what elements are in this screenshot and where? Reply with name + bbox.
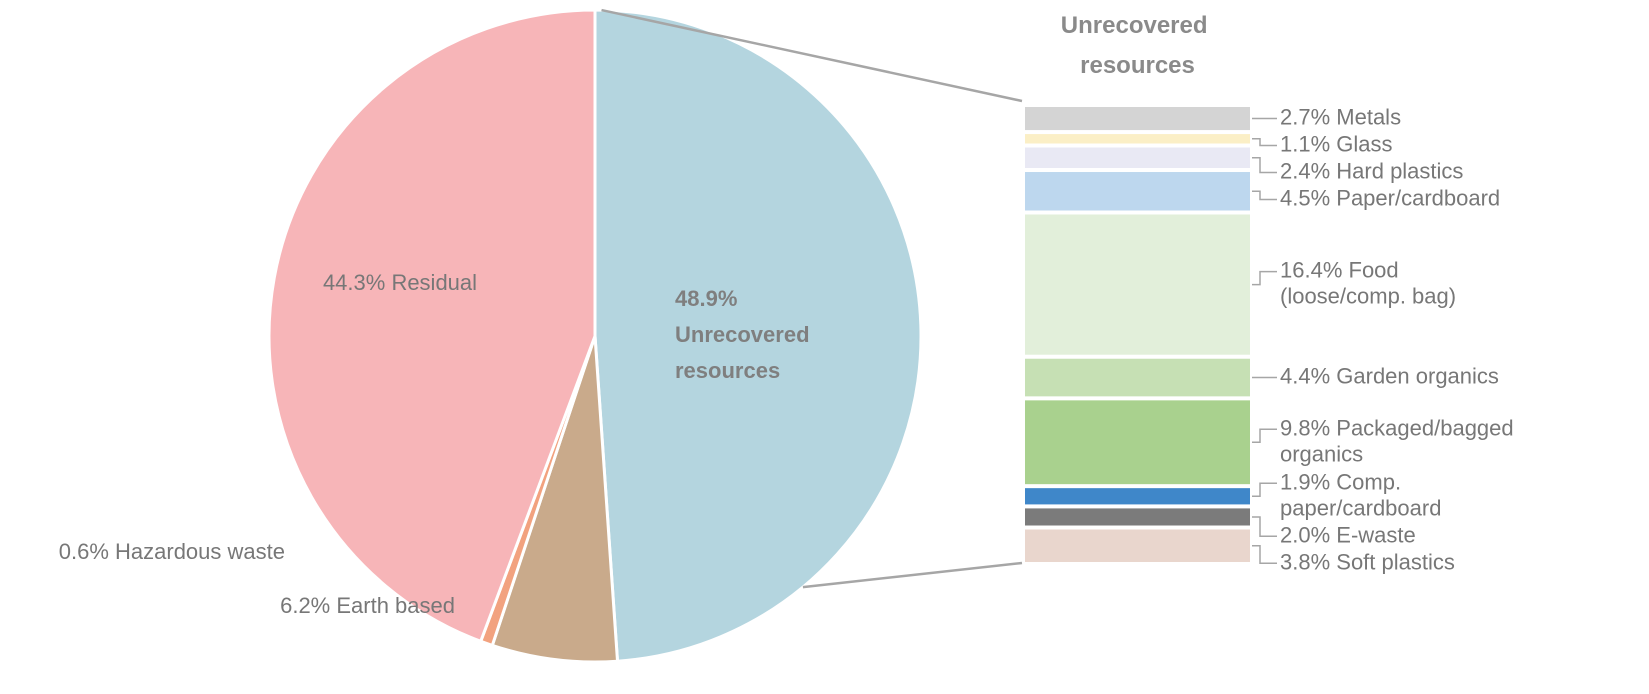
segment-label: 4.5% Paper/cardboard — [1280, 185, 1500, 210]
bar-segment — [1025, 529, 1250, 562]
slice-value-label: 6.2% — [280, 593, 336, 618]
slice-category: Residual — [391, 270, 477, 295]
bar-segment — [1025, 508, 1250, 526]
segment-category: Glass — [1336, 131, 1392, 156]
segment-category: Food (loose/comp. bag) — [1280, 257, 1456, 308]
segment-label: 9.8% Packaged/bagged organics — [1280, 415, 1520, 466]
slice-label: 44.3% Residual — [323, 270, 477, 295]
segment-label: 2.0% E-waste — [1280, 522, 1416, 547]
slice-category: Hazardous waste — [115, 539, 285, 564]
slice-label: 6.2% Earth based — [280, 593, 455, 618]
leader-line — [1252, 270, 1277, 286]
leader-line — [1252, 482, 1277, 498]
bar-segment — [1025, 488, 1250, 505]
slice-label: 48.9% Unrecovered resources — [675, 286, 816, 383]
leader-line — [1252, 516, 1277, 538]
pie-slice — [490, 335, 620, 664]
bar-segment — [1025, 147, 1250, 169]
leader-line — [1252, 157, 1277, 174]
leader-line — [1252, 190, 1277, 201]
segment-category: Hard plastics — [1336, 158, 1463, 183]
segment-label: 1.1% Glass — [1280, 131, 1393, 156]
segment-value-label: 4.4% — [1280, 363, 1336, 388]
segment-label: 4.4% Garden organics — [1280, 363, 1499, 388]
segment-label: 1.9% Comp. paper/cardboard — [1280, 469, 1441, 520]
bar-segment — [1025, 214, 1250, 355]
connector-line — [802, 561, 1023, 589]
segment-value-label: 3.8% — [1280, 549, 1336, 574]
segment-value-label: 9.8% — [1280, 415, 1336, 440]
segment-category: Metals — [1336, 104, 1401, 129]
bar-segment — [1025, 107, 1250, 131]
slice-value-label: 48.9% — [675, 286, 744, 311]
segment-category: E-waste — [1336, 522, 1415, 547]
segment-value-label: 1.9% — [1280, 469, 1336, 494]
segment-value-label: 1.1% — [1280, 131, 1336, 156]
leader-line — [1252, 428, 1277, 444]
segment-category: Packaged/bagged organics — [1280, 415, 1520, 466]
bar-segment — [1025, 172, 1250, 211]
bar-title: Unrecovered resources — [1061, 12, 1214, 79]
slice-category: Earth based — [336, 593, 455, 618]
bar-segment — [1025, 134, 1250, 144]
bar-segment — [1025, 358, 1250, 397]
segment-label: 16.4% Food (loose/comp. bag) — [1280, 257, 1456, 308]
segment-label: 2.4% Hard plastics — [1280, 158, 1463, 183]
slice-label: 0.6% Hazardous waste — [59, 539, 285, 564]
leader-line — [1252, 545, 1277, 565]
connector-line — [601, 8, 1023, 103]
segment-value-label: 2.7% — [1280, 104, 1336, 129]
segment-category: Comp. paper/cardboard — [1280, 469, 1441, 520]
segment-label: 3.8% Soft plastics — [1280, 549, 1455, 574]
segment-value-label: 2.4% — [1280, 158, 1336, 183]
slice-value-label: 44.3% — [323, 270, 392, 295]
slice-category: Unrecovered resources — [675, 322, 816, 383]
segment-label: 2.7% Metals — [1280, 104, 1401, 129]
bar-segment — [1025, 400, 1250, 485]
leader-line — [1252, 138, 1277, 147]
segment-category: Paper/cardboard — [1336, 185, 1500, 210]
segment-value-label: 4.5% — [1280, 185, 1336, 210]
segment-category: Soft plastics — [1336, 549, 1455, 574]
pie-slice — [593, 8, 923, 663]
segment-value-label: 16.4% — [1280, 257, 1349, 282]
pie-slice — [267, 8, 597, 644]
slice-value-label: 0.6% — [59, 539, 115, 564]
segment-category: Garden organics — [1336, 363, 1499, 388]
segment-value-label: 2.0% — [1280, 522, 1336, 547]
